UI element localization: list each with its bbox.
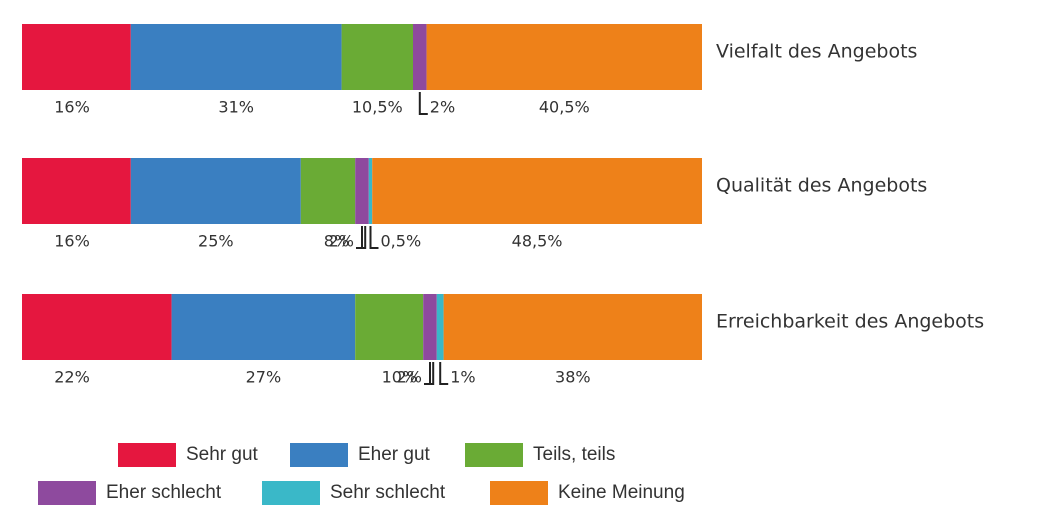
legend-swatch <box>490 481 548 505</box>
legend-label: Eher gut <box>358 444 431 465</box>
bar-segment <box>22 158 131 224</box>
legend-swatch <box>262 481 320 505</box>
value-label: 22% <box>54 368 90 387</box>
connector <box>424 362 431 385</box>
bar-segment <box>423 294 437 360</box>
category-label: Qualität des Angebots <box>716 175 927 197</box>
legend-swatch <box>290 443 348 467</box>
value-label: 2% <box>430 98 455 117</box>
bar-segment <box>300 158 356 224</box>
connector <box>369 226 379 249</box>
legend-swatch <box>38 481 96 505</box>
value-label: 48,5% <box>512 232 563 251</box>
bar-segment <box>341 24 413 90</box>
value-label: 8% <box>324 232 349 251</box>
legend-label: Teils, teils <box>533 444 615 465</box>
value-label: 2% <box>329 232 354 251</box>
category-label: Vielfalt des Angebots <box>716 41 917 63</box>
bar-segment <box>426 24 702 90</box>
value-label: 16% <box>54 98 90 117</box>
bar-segment <box>355 158 369 224</box>
connector <box>418 92 428 115</box>
value-label: 10,5% <box>352 98 403 117</box>
bar-segment <box>130 24 342 90</box>
value-label: 25% <box>198 232 234 251</box>
bar-segment <box>22 24 131 90</box>
legend-label: Sehr schlecht <box>330 482 446 503</box>
value-label: 16% <box>54 232 90 251</box>
bar-segment <box>372 158 702 224</box>
bar-segment <box>171 294 356 360</box>
connector <box>439 362 449 385</box>
category-label: Erreichbarkeit des Angebots <box>716 311 984 333</box>
bar-segment <box>368 158 373 224</box>
value-label: 2% <box>397 368 422 387</box>
bar-segment <box>436 294 444 360</box>
legend-swatch <box>465 443 523 467</box>
value-label: 0,5% <box>381 232 422 251</box>
value-label: 1% <box>450 368 475 387</box>
bar-segment <box>413 24 427 90</box>
value-label: 40,5% <box>539 98 590 117</box>
legend-label: Keine Meinung <box>558 482 685 503</box>
legend-label: Eher schlecht <box>106 482 222 503</box>
value-label: 31% <box>218 98 254 117</box>
bar-segment <box>22 294 172 360</box>
legend-label: Sehr gut <box>186 444 259 465</box>
value-label: 10% <box>382 368 418 387</box>
bar-segment <box>130 158 301 224</box>
connector <box>356 226 363 249</box>
value-label: 38% <box>555 368 591 387</box>
bar-segment <box>355 294 424 360</box>
bar-segment <box>443 294 702 360</box>
value-label: 27% <box>246 368 282 387</box>
legend-swatch <box>118 443 176 467</box>
